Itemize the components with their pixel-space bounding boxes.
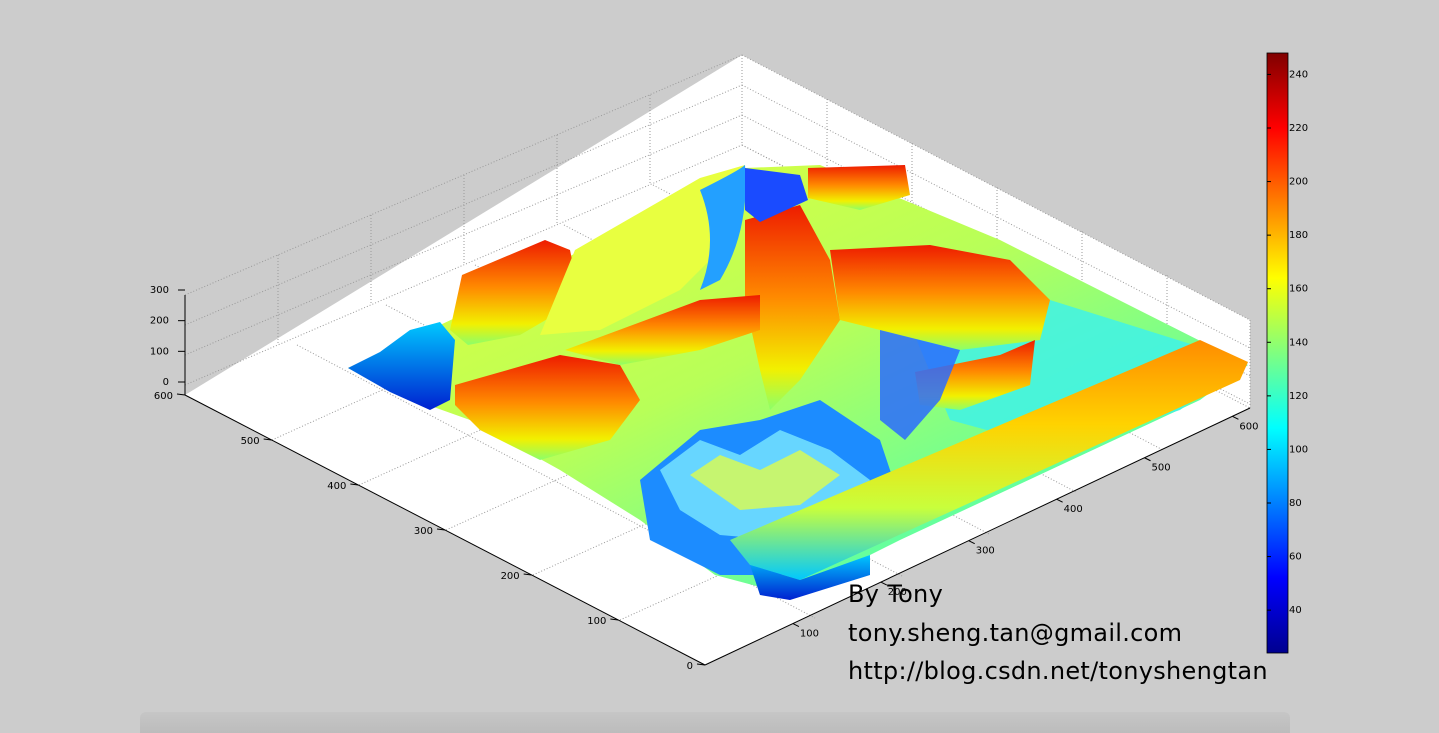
- y-tick-label-mark: [880, 581, 888, 586]
- x-tick-label: 300: [414, 526, 433, 537]
- colorbar-tick-label: 80: [1289, 498, 1302, 509]
- colorbar-tick-label: 40: [1289, 605, 1302, 616]
- x-tick-label: 400: [327, 481, 346, 492]
- y-tick-label: 400: [1064, 504, 1083, 515]
- z-tick-label: 300: [150, 285, 169, 296]
- colorbar-tick-label: 100: [1289, 444, 1308, 455]
- y-tick-label: 600: [1239, 421, 1258, 432]
- x-tick-label-mark: [696, 663, 706, 666]
- y-tick-label: 300: [976, 546, 995, 557]
- colorbar-gradient: [1266, 52, 1289, 654]
- colorbar-tick-label: 140: [1289, 337, 1308, 348]
- x-tick-label: 500: [241, 436, 260, 447]
- email-label: tony.sheng.tan@gmail.com: [848, 619, 1183, 647]
- author-label: By Tony: [848, 580, 944, 608]
- x-tick-label: 100: [587, 616, 606, 627]
- z-axis-ticks: 0 100 200 300: [150, 285, 185, 388]
- y-tick-label-mark: [792, 623, 800, 627]
- x-tick-label-mark: [610, 618, 619, 621]
- y-tick-label-mark: [1232, 415, 1239, 420]
- x-tick-label-mark: [523, 573, 532, 576]
- colorbar-tick-label: 60: [1289, 552, 1302, 563]
- colorbar-tick-label: 200: [1289, 177, 1308, 188]
- y-tick-label: 200: [888, 587, 907, 598]
- x-tick-label: 0: [687, 661, 693, 672]
- y-tick-label: 500: [1152, 463, 1171, 474]
- x-tick-label: 600: [154, 391, 173, 402]
- z-tick-label: 100: [150, 346, 169, 357]
- colorbar-tick-label: 240: [1289, 69, 1308, 80]
- colorbar: 40 60 80 100 120 140 160 180 200 220 240: [1266, 52, 1308, 654]
- x-tick-label-mark: [176, 393, 186, 396]
- colorbar-tick-label: 160: [1289, 284, 1308, 295]
- x-tick-label-mark: [350, 483, 359, 486]
- x-axis-ticks: 0 100 200 300 400 500 600: [154, 391, 706, 672]
- surface-mesh: [348, 165, 1248, 600]
- y-tick-label-mark: [1056, 498, 1063, 503]
- colorbar-tick-label: 180: [1289, 230, 1308, 241]
- x-tick-label-mark: [436, 528, 446, 531]
- z-tick-label: 200: [150, 316, 169, 327]
- window-bottom-bar: [140, 712, 1290, 733]
- colorbar-tick-label: 220: [1289, 123, 1308, 134]
- url-label: http://blog.csdn.net/tonyshengtan: [848, 657, 1268, 685]
- y-tick-label: 100: [800, 629, 819, 640]
- z-tick-label: 0: [163, 377, 169, 388]
- colorbar-ticks: 40 60 80 100 120 140 160 180 200 220 240: [1267, 69, 1308, 616]
- x-tick-label: 200: [501, 571, 520, 582]
- y-axis-ticks: 100 200 300 400 500 600: [792, 415, 1259, 640]
- y-tick-label-mark: [968, 540, 975, 545]
- x-tick-label-mark: [263, 438, 272, 441]
- colorbar-tick-label: 120: [1289, 391, 1308, 402]
- y-tick-label-mark: [1144, 457, 1151, 462]
